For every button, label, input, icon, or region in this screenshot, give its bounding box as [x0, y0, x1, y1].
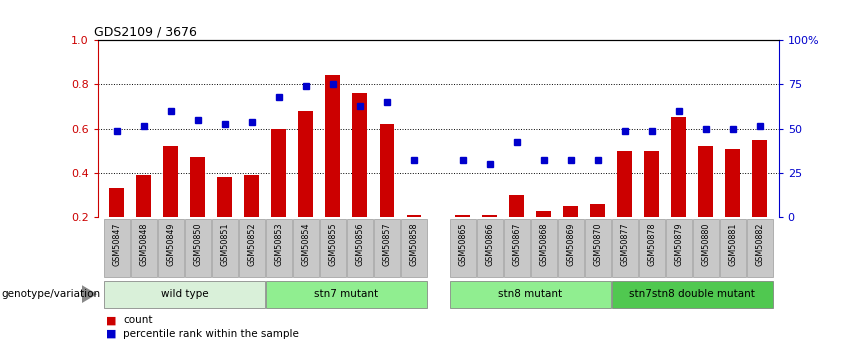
Bar	[449, 219, 476, 277]
Text: GSM50857: GSM50857	[382, 222, 391, 266]
Text: GSM50855: GSM50855	[328, 222, 337, 266]
Text: GSM50881: GSM50881	[728, 222, 737, 266]
Bar	[347, 219, 373, 277]
Text: GSM50870: GSM50870	[593, 222, 603, 266]
Bar	[644, 151, 660, 217]
Bar	[612, 219, 637, 277]
Text: GDS2109 / 3676: GDS2109 / 3676	[94, 26, 197, 39]
Bar	[407, 215, 421, 217]
Text: GSM50858: GSM50858	[409, 222, 419, 266]
Bar	[163, 146, 178, 217]
Bar	[136, 175, 151, 217]
Bar	[536, 211, 551, 217]
Bar	[266, 280, 427, 308]
Bar	[157, 219, 184, 277]
Text: stn8 mutant: stn8 mutant	[498, 288, 563, 298]
Bar	[299, 111, 313, 217]
Bar	[477, 219, 503, 277]
Bar	[449, 280, 611, 308]
Bar	[109, 188, 124, 217]
Bar	[612, 280, 773, 308]
Bar	[104, 280, 265, 308]
Text: GSM50880: GSM50880	[701, 222, 711, 266]
Bar	[185, 219, 211, 277]
Polygon shape	[82, 285, 97, 303]
Text: GSM50847: GSM50847	[112, 222, 122, 266]
Bar	[293, 219, 319, 277]
Bar	[374, 219, 400, 277]
Bar	[271, 129, 286, 217]
Text: GSM50869: GSM50869	[566, 222, 575, 266]
Text: GSM50854: GSM50854	[301, 222, 311, 266]
Bar	[325, 75, 340, 217]
Bar	[720, 219, 745, 277]
Text: percentile rank within the sample: percentile rank within the sample	[123, 329, 300, 339]
Text: GSM50879: GSM50879	[674, 222, 683, 266]
Bar	[483, 215, 497, 217]
Text: GSM50851: GSM50851	[220, 222, 229, 266]
Bar	[671, 117, 686, 217]
Bar	[752, 140, 768, 217]
Bar	[563, 206, 578, 217]
Bar	[557, 219, 584, 277]
Bar	[239, 219, 265, 277]
Text: genotype/variation: genotype/variation	[2, 288, 100, 298]
Text: stn7 mutant: stn7 mutant	[314, 288, 379, 298]
Text: GSM50849: GSM50849	[166, 222, 175, 266]
Text: GSM50882: GSM50882	[755, 222, 764, 266]
Text: GSM50868: GSM50868	[540, 222, 548, 266]
Text: GSM50856: GSM50856	[356, 222, 364, 266]
Bar	[639, 219, 665, 277]
Bar	[320, 219, 346, 277]
Bar	[380, 124, 394, 217]
Bar	[665, 219, 692, 277]
Text: stn7stn8 double mutant: stn7stn8 double mutant	[629, 288, 755, 298]
Bar	[531, 219, 557, 277]
Text: GSM50866: GSM50866	[485, 222, 494, 266]
Text: ■: ■	[106, 329, 117, 339]
Text: GSM50877: GSM50877	[620, 222, 629, 266]
Text: ■: ■	[106, 315, 117, 325]
Bar	[747, 219, 773, 277]
Text: GSM50850: GSM50850	[193, 222, 203, 266]
Bar	[217, 177, 232, 217]
Bar	[266, 219, 292, 277]
Text: GSM50878: GSM50878	[648, 222, 656, 266]
Bar	[504, 219, 529, 277]
Bar	[131, 219, 157, 277]
Bar	[591, 204, 605, 217]
Text: wild type: wild type	[161, 288, 208, 298]
Bar	[212, 219, 237, 277]
Bar	[699, 146, 713, 217]
Bar	[352, 93, 368, 217]
Bar	[693, 219, 719, 277]
Bar	[585, 219, 611, 277]
Bar	[104, 219, 129, 277]
Bar	[455, 215, 470, 217]
Text: GSM50867: GSM50867	[512, 222, 521, 266]
Bar	[244, 175, 260, 217]
Bar	[725, 148, 740, 217]
Text: GSM50852: GSM50852	[248, 222, 256, 266]
Text: GSM50853: GSM50853	[274, 222, 283, 266]
Bar	[509, 195, 524, 217]
Bar	[617, 151, 632, 217]
Bar	[191, 157, 205, 217]
Text: GSM50848: GSM50848	[140, 222, 148, 266]
Text: count: count	[123, 315, 153, 325]
Text: GSM50865: GSM50865	[458, 222, 467, 266]
Bar	[401, 219, 427, 277]
